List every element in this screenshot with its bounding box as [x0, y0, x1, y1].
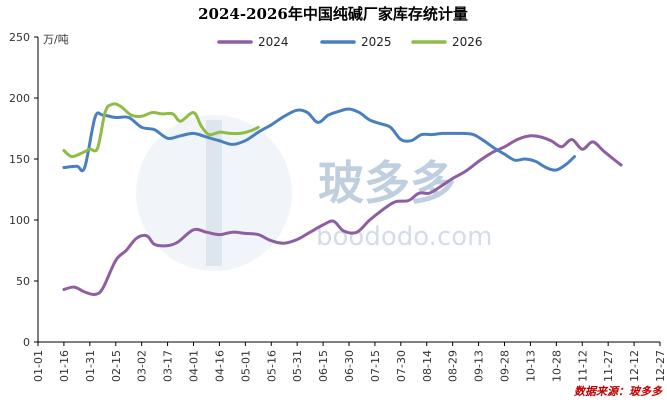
watermark-url: boododo.com — [316, 222, 492, 252]
x-tick-label: 04-01 — [188, 350, 201, 382]
axes: 0 50 100 150 200 250 01-01 01-16 01-31 02-15 03-02… — [9, 31, 667, 382]
y-axis-unit: 万/吨 — [43, 33, 69, 46]
series-line-2026 — [62, 102, 260, 159]
x-tick-label: 08-29 — [447, 350, 460, 382]
chart-title: 2024-2026年中国纯碱厂家库存统计量 — [198, 5, 468, 23]
x-tick-label: 07-15 — [369, 350, 382, 382]
legend-label-2026: 2026 — [452, 35, 483, 49]
x-tick-label: 07-30 — [395, 350, 408, 382]
y-tick-label: 150 — [9, 153, 30, 166]
x-tick-label: 11-12 — [576, 350, 589, 382]
watermark-brand: 玻多多 — [318, 156, 456, 210]
series-layer — [62, 102, 623, 297]
x-tick-label: 06-15 — [317, 350, 330, 382]
x-tick-label: 08-14 — [421, 350, 434, 382]
x-tick-label: 02-15 — [110, 350, 123, 382]
x-tick-label: 10-13 — [524, 350, 537, 382]
x-tick-label: 01-16 — [58, 350, 71, 382]
x-tick-label: 10-28 — [550, 350, 563, 382]
x-tick-label: 03-02 — [136, 350, 149, 382]
watermark: 玻多多 boododo.com — [136, 115, 492, 271]
x-tick-label: 11-27 — [602, 350, 615, 382]
legend: 2024 2025 2026 — [217, 35, 483, 49]
series-line-2024 — [62, 134, 623, 297]
y-tick-label: 100 — [9, 214, 30, 227]
legend-label-2024: 2024 — [258, 35, 289, 49]
x-tick-label: 12-27 — [654, 350, 667, 382]
y-tick-label: 200 — [9, 92, 30, 105]
x-tick-label: 12-12 — [628, 350, 641, 382]
x-tick-label: 01-31 — [84, 350, 97, 382]
x-tick-label: 03-17 — [162, 350, 175, 382]
x-tick-label: 05-01 — [239, 350, 252, 382]
x-tick-label: 01-01 — [32, 350, 45, 382]
legend-label-2025: 2025 — [361, 35, 392, 49]
x-tick-label: 06-30 — [343, 350, 356, 382]
y-tick-label: 50 — [16, 275, 30, 288]
series-line-2025 — [62, 107, 576, 173]
y-tick-label: 250 — [9, 31, 30, 44]
x-tick-label: 05-31 — [291, 350, 304, 382]
watermark-logo-band — [206, 120, 222, 266]
x-tick-label: 09-28 — [499, 350, 512, 382]
x-tick-label: 04-16 — [213, 350, 226, 382]
data-source: 数据来源：玻多多 — [574, 385, 663, 398]
x-tick-label: 05-16 — [265, 350, 278, 382]
x-tick-label: 09-13 — [473, 350, 486, 382]
y-tick-label: 0 — [23, 336, 30, 349]
